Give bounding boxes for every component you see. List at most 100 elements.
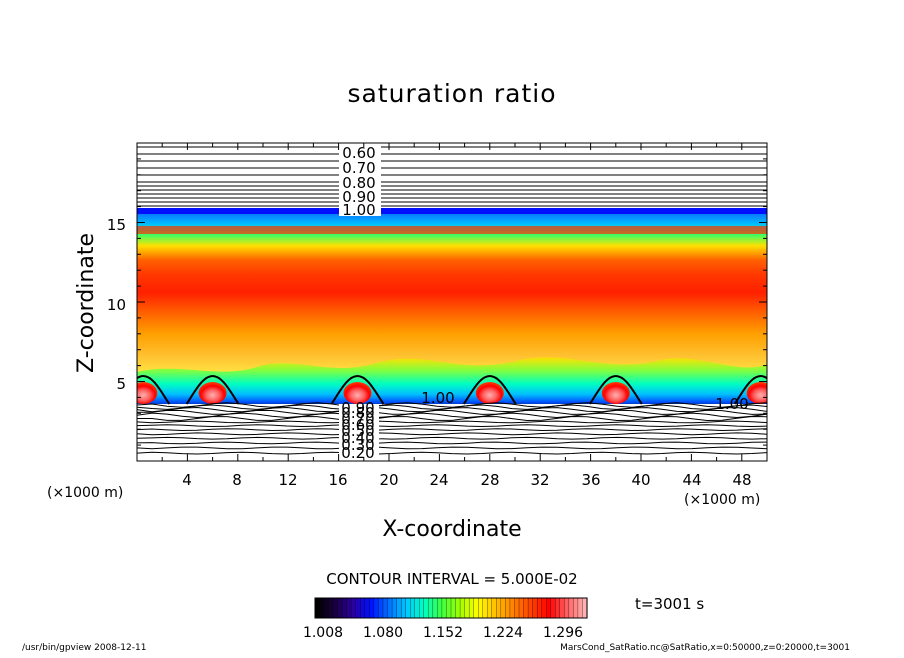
colorbar-swatch (351, 597, 357, 619)
colorbar-label-4: 1.224 (483, 625, 523, 641)
colorbar-label-5: 1.296 (543, 625, 583, 641)
colorbar-swatch (478, 597, 484, 619)
lower-contour-line (137, 441, 767, 445)
colorbar-swatch (464, 597, 470, 619)
colorbar-tick-labels: 1.008 1.080 1.152 1.224 1.296 (303, 625, 583, 641)
colorbar-swatch (500, 597, 506, 619)
lower-contour-line (137, 409, 767, 415)
cell-outlines (137, 374, 767, 405)
colorbar-swatch (342, 597, 348, 619)
colorbar-swatch (573, 597, 579, 619)
x-tick-label-12: 12 (278, 471, 297, 489)
colorbar-swatch (473, 597, 479, 619)
colorbar-swatch (518, 597, 525, 619)
colorbar-swatch (332, 597, 339, 619)
colorbar-swatch (414, 597, 420, 619)
colorbar-swatch (441, 597, 448, 619)
colorbar-swatch (546, 597, 552, 619)
convective-cell (198, 382, 227, 404)
colorbar-swatch (355, 597, 361, 619)
colorbar-swatch (532, 597, 538, 619)
y-tick-label-5: 5 (116, 375, 126, 393)
contour-label-0-70: 0.70 (342, 159, 375, 177)
lower-contour-line (137, 420, 767, 424)
colorbar-label-1: 1.008 (303, 625, 343, 641)
x-axis-title: X-coordinate (382, 517, 521, 542)
lower-contour-line (137, 436, 767, 440)
colorbar-swatch (459, 597, 466, 619)
footer-left: /usr/bin/gpview 2008-12-11 (22, 643, 146, 653)
colorbar-swatch (423, 597, 429, 619)
colorbar-swatch (509, 597, 516, 619)
time-label: t=3001 s (635, 595, 704, 613)
x-tick-label-4: 4 (182, 471, 192, 489)
colorbar-swatch (577, 597, 584, 619)
x-tick-label-48: 48 (732, 471, 751, 489)
plot-area (137, 143, 767, 461)
lower-contour-labels: 0.90 0.80 0.70 0.60 0.50 0.40 0.30 0.20 … (339, 389, 749, 462)
contour-label-low-0-80: 0.80 (341, 404, 374, 422)
convective-cell (746, 382, 767, 404)
colorbar-swatch (396, 597, 402, 619)
convective-cells (137, 382, 767, 404)
lower-contour-lines (137, 402, 767, 455)
colorbar-swatch (419, 597, 425, 619)
contour-label-low-0-30: 0.30 (341, 436, 374, 454)
y-axis-unit: (×1000 m) (47, 485, 123, 501)
x-axis-unit: (×1000 m) (684, 492, 760, 508)
x-tick-label-44: 44 (682, 471, 701, 489)
x-tick-label-20: 20 (379, 471, 398, 489)
colorbar-label-2: 1.080 (363, 625, 403, 641)
x-tick-labels: 4 8 12 16 20 24 28 32 36 40 44 48 (182, 471, 751, 489)
colorbar (314, 597, 588, 619)
colorbar-swatch (400, 597, 407, 619)
colorbar-swatch (541, 597, 547, 619)
contour-label-0-60: 0.60 (342, 144, 375, 162)
colorbar-swatch (432, 597, 438, 619)
convective-cell (137, 382, 158, 404)
convective-cell (343, 382, 372, 404)
colorbar-swatch (450, 597, 457, 619)
contour-label-0-90: 0.90 (342, 188, 375, 206)
colorbar-swatch (482, 597, 488, 619)
x-tick-label-28: 28 (480, 471, 499, 489)
colorbar-swatch (564, 597, 570, 619)
colorbar-swatch (373, 597, 380, 619)
colorbar-swatch (323, 597, 330, 619)
contour-label-low-0-70: 0.70 (341, 410, 374, 428)
colorbar-swatch (496, 597, 502, 619)
colorbar-swatch (437, 597, 443, 619)
colorbar-swatch (550, 597, 556, 619)
colorbar-swatch (455, 597, 461, 619)
lower-contour-line (137, 428, 767, 432)
cell-outline (137, 374, 171, 405)
colorbar-swatch (536, 597, 543, 619)
x-tick-label-16: 16 (328, 471, 347, 489)
colorbar-swatch (360, 597, 366, 619)
contour-label-0-80: 0.80 (342, 174, 375, 192)
lower-contour-line (137, 415, 767, 422)
cell-outline (185, 374, 240, 405)
contour-label-1-00: 1.00 (342, 201, 375, 219)
colorbar-swatch (527, 597, 534, 619)
y-axis-ticks (137, 158, 767, 446)
cell-outline (462, 374, 517, 405)
x-axis-ticks (161, 143, 768, 461)
lower-contour-line (137, 402, 767, 408)
y-axis-title: Z-coordinate (74, 233, 99, 373)
colorbar-label-3: 1.152 (423, 625, 463, 641)
lower-contour-line (137, 451, 767, 455)
lower-contour-line (137, 424, 767, 428)
lower-contour-line (137, 432, 767, 436)
cell-outline (588, 374, 643, 405)
y-tick-labels: 5 10 15 (107, 216, 126, 393)
colorbar-swatch (523, 597, 529, 619)
colorbar-swatch (468, 597, 475, 619)
contour-label-low-0-60: 0.60 (341, 416, 374, 434)
y-tick-label-10: 10 (107, 296, 126, 314)
upper-contour-labels: 0.60 0.70 0.80 0.90 1.00 (339, 144, 381, 219)
colorbar-swatch (410, 597, 416, 619)
upper-contour-lines (137, 146, 767, 207)
chart-title: saturation ratio (347, 79, 556, 108)
saturation-field (137, 208, 767, 388)
